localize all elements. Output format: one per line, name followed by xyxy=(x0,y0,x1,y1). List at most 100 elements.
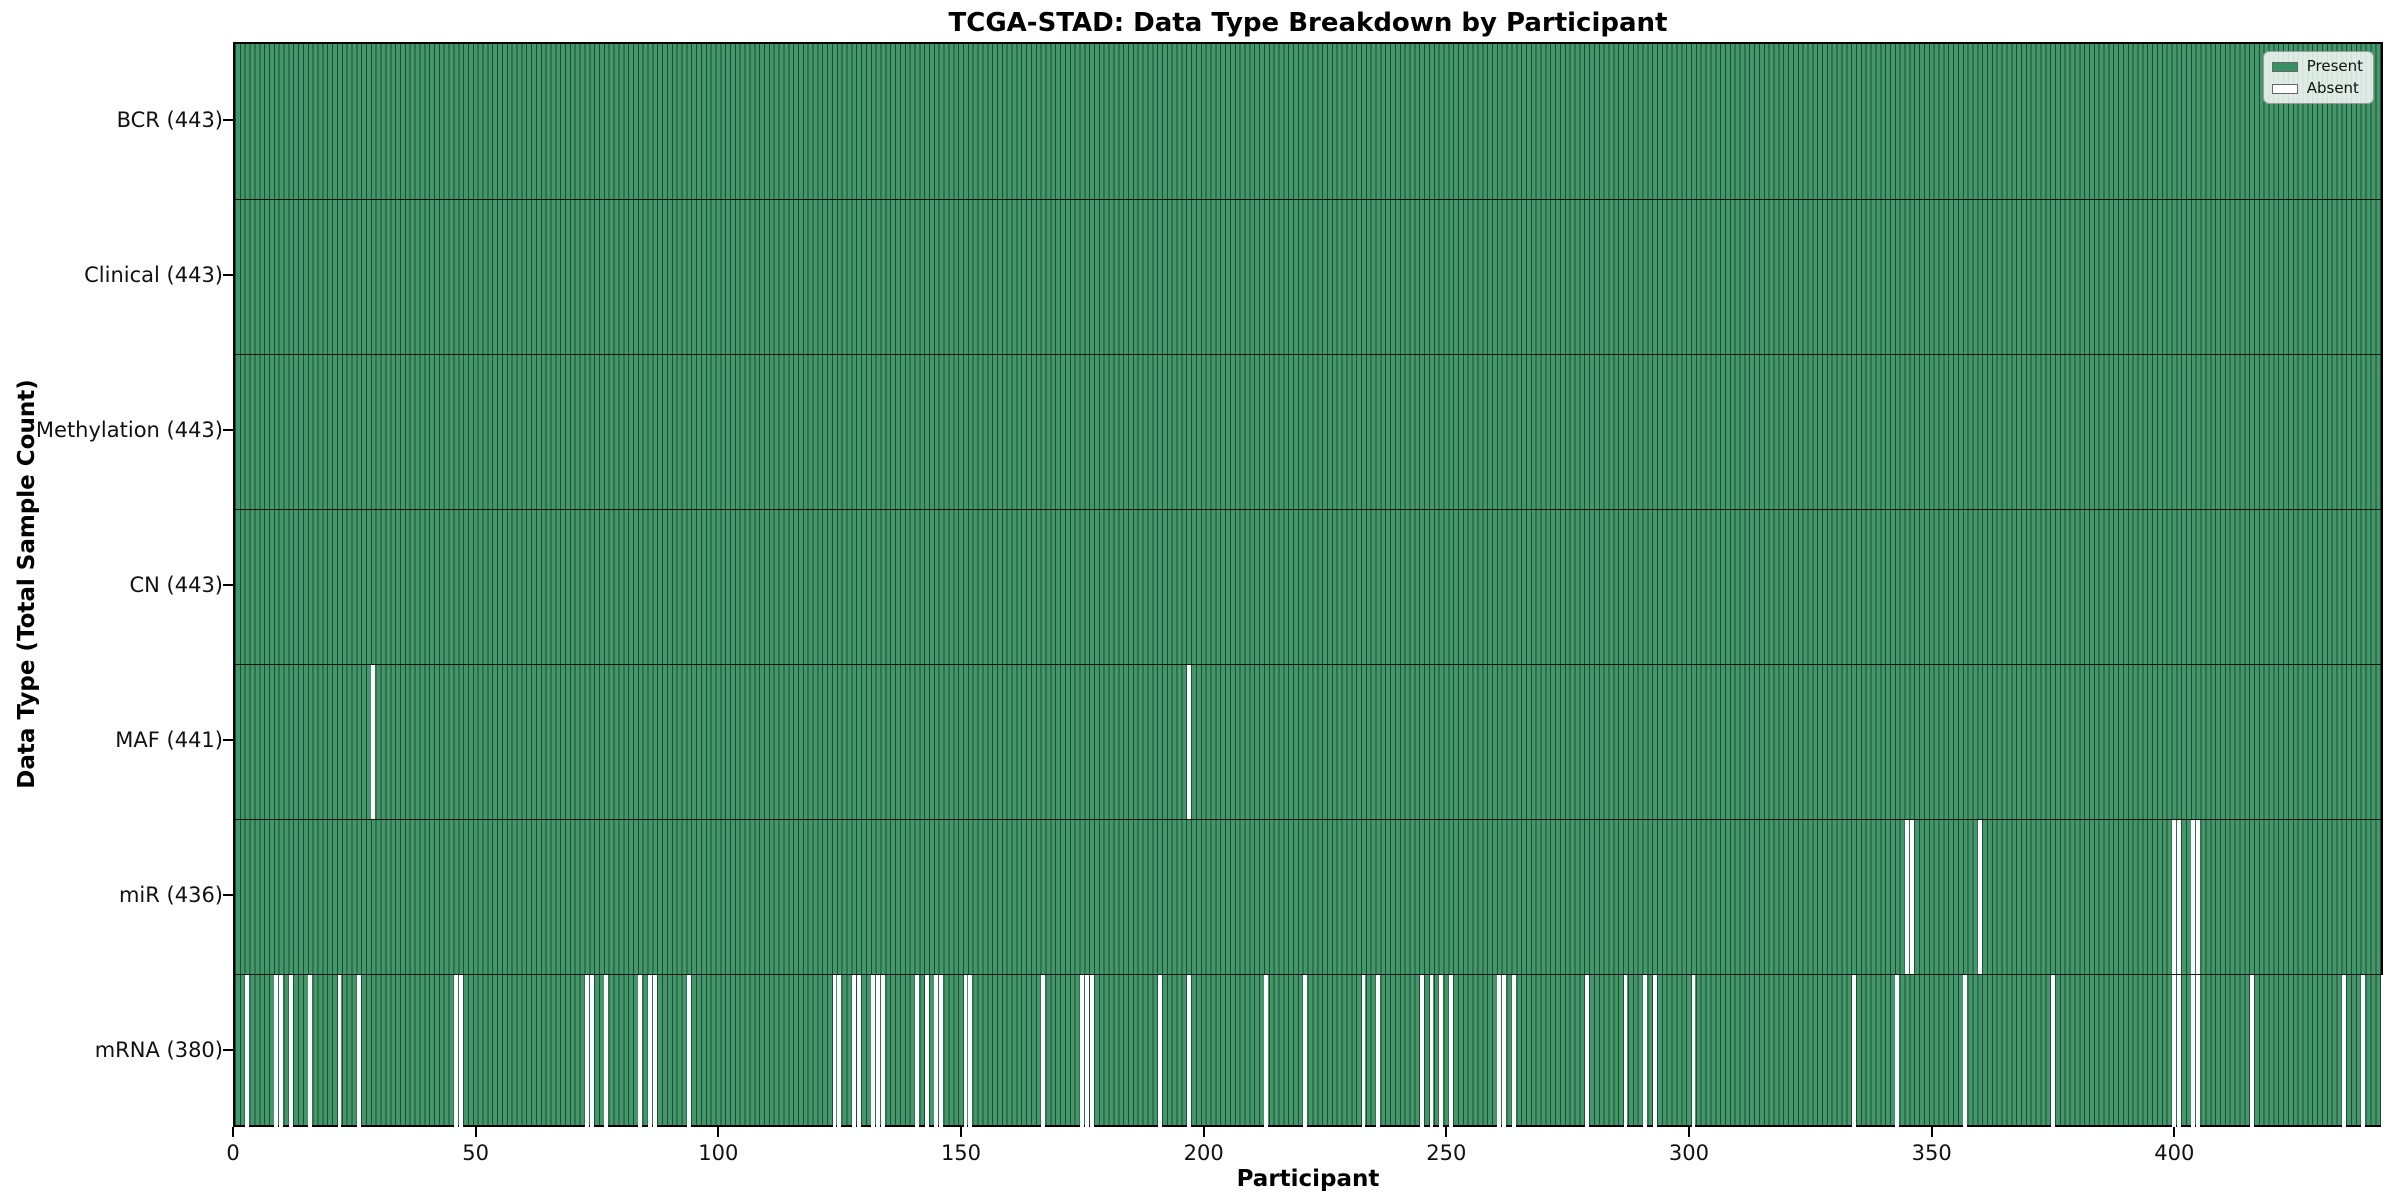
y-tick-mark xyxy=(223,738,233,741)
y-tick-label-mRNA: mRNA (380) xyxy=(94,1037,223,1062)
absent-stripe xyxy=(837,975,842,1129)
absent-stripe xyxy=(1376,975,1380,1129)
absent-stripe xyxy=(638,975,643,1129)
row-Methylation xyxy=(235,354,2381,509)
absent-stripe xyxy=(1089,975,1094,1129)
legend-label-present: Present xyxy=(2306,57,2363,75)
absent-stripe xyxy=(1905,820,1909,974)
absent-stripe xyxy=(1584,975,1589,1129)
absent-stripe xyxy=(1439,975,1444,1129)
absent-stripe xyxy=(245,975,250,1129)
absent-stripe xyxy=(1909,820,1914,974)
absent-stripe xyxy=(2249,975,2254,1129)
legend: Present Absent xyxy=(2262,51,2374,104)
absent-stripe xyxy=(2191,975,2196,1129)
absent-stripe xyxy=(1080,975,1084,1129)
x-tick-mark xyxy=(2173,1127,2176,1137)
absent-stripe xyxy=(2196,820,2201,974)
absent-stripe xyxy=(371,665,376,819)
x-tick-label-350: 350 xyxy=(1911,1141,1952,1165)
x-tick-mark xyxy=(1687,1127,1690,1137)
x-tick-label-250: 250 xyxy=(1426,1141,1467,1165)
absent-stripe xyxy=(934,975,939,1129)
x-tick-mark xyxy=(232,1127,234,1137)
y-tick-mark xyxy=(223,1048,233,1051)
absent-stripe xyxy=(1419,975,1424,1129)
absent-stripe xyxy=(851,975,856,1129)
x-tick-label-50: 50 xyxy=(462,1141,490,1165)
absent-stripe xyxy=(1186,975,1191,1129)
absent-stripe xyxy=(1691,975,1696,1129)
absent-stripe xyxy=(1361,975,1366,1129)
x-tick-label-200: 200 xyxy=(1183,1141,1224,1165)
absent-stripe xyxy=(1264,975,1269,1129)
absent-stripe xyxy=(279,975,284,1129)
absent-stripe xyxy=(1041,975,1046,1129)
absent-stripe xyxy=(1303,975,1308,1129)
absent-stripe xyxy=(1623,975,1628,1129)
absent-stripe xyxy=(337,975,342,1129)
y-tick-mark xyxy=(223,118,233,121)
absent-stripe xyxy=(832,975,837,1129)
y-tick-label-Methylation: Methylation (443) xyxy=(35,417,223,442)
absent-stripe xyxy=(458,975,463,1129)
legend-label-absent: Absent xyxy=(2306,79,2359,97)
absent-stripe xyxy=(1977,820,1982,974)
y-tick-label-Clinical: Clinical (443) xyxy=(84,262,223,287)
absent-stripe xyxy=(652,975,657,1129)
absent-stripe xyxy=(968,975,973,1129)
absent-stripe xyxy=(2176,820,2181,974)
absent-stripe xyxy=(2196,975,2201,1129)
x-tick-label-150: 150 xyxy=(940,1141,982,1165)
absent-stripe xyxy=(915,975,919,1129)
x-tick-label-100: 100 xyxy=(698,1141,739,1165)
row-mRNA xyxy=(235,974,2385,1129)
absent-stripe xyxy=(1643,975,1647,1129)
x-tick-mark xyxy=(1202,1127,1205,1137)
row-CN xyxy=(235,509,2381,664)
y-tick-label-CN: CN (443) xyxy=(129,572,223,597)
x-tick-label-400: 400 xyxy=(2154,1141,2195,1165)
legend-item-absent: Absent xyxy=(2271,79,2363,97)
y-tick-label-miR: miR (436) xyxy=(118,882,223,907)
absent-stripe xyxy=(356,975,361,1129)
absent-stripe xyxy=(1186,665,1191,819)
absent-stripe xyxy=(2172,820,2176,974)
absent-stripe xyxy=(648,975,652,1129)
absent-stripe xyxy=(2050,975,2055,1129)
absent-stripe xyxy=(585,975,589,1129)
absent-stripe xyxy=(1851,975,1856,1129)
absent-stripe xyxy=(2361,975,2366,1129)
absent-stripe xyxy=(1963,975,1968,1129)
absent-stripe xyxy=(1497,975,1502,1129)
absent-stripe xyxy=(963,975,968,1129)
absent-stripe xyxy=(876,975,881,1129)
absent-stripe xyxy=(308,975,313,1129)
absent-stripe xyxy=(2191,820,2196,974)
absent-stripe xyxy=(604,975,609,1129)
absent-stripe xyxy=(2176,975,2181,1129)
absent-stripe xyxy=(2172,975,2176,1129)
absent-stripe xyxy=(1429,975,1434,1129)
absent-stripe xyxy=(2341,975,2346,1129)
absent-stripe xyxy=(856,975,861,1129)
y-tick-mark xyxy=(223,893,233,896)
y-tick-label-BCR: BCR (443) xyxy=(116,107,223,132)
row-Clinical xyxy=(235,199,2381,354)
absent-stripe xyxy=(1084,975,1089,1129)
absent-stripe xyxy=(1652,975,1657,1129)
absent-stripe xyxy=(871,975,876,1129)
x-tick-label-300: 300 xyxy=(1668,1141,1710,1165)
absent-stripe xyxy=(924,975,929,1129)
absent-stripe xyxy=(1157,975,1162,1129)
absent-stripe xyxy=(2380,975,2385,1129)
absent-stripe xyxy=(1895,975,1900,1129)
legend-swatch-absent-icon xyxy=(2271,83,2298,94)
x-tick-mark xyxy=(1930,1127,1933,1137)
absent-stripe xyxy=(881,975,885,1129)
y-tick-mark xyxy=(223,273,233,276)
plot-area: Present Absent xyxy=(233,42,2385,1129)
x-tick-mark xyxy=(717,1127,720,1137)
x-tick-mark xyxy=(1445,1127,1448,1137)
